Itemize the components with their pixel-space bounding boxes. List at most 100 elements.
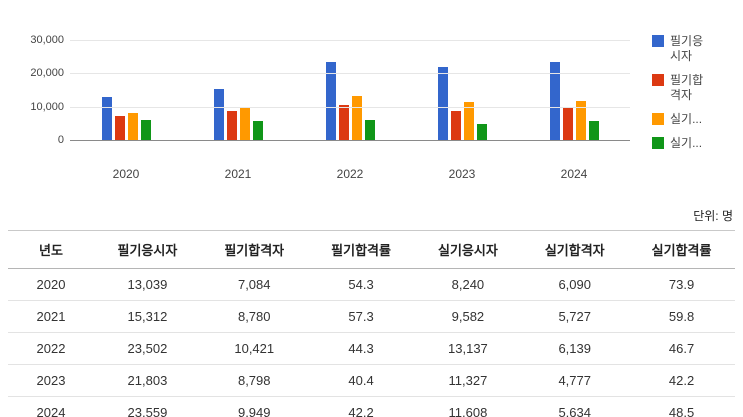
table-header-row: 년도 필기응시자 필기합격자 필기합격률 실기응시자 실기합격자 실기합격률 <box>8 230 735 269</box>
table-row: 2020 13,039 7,084 54.3 8,240 6,090 73.9 <box>8 268 735 301</box>
table-cell: 13,039 <box>94 268 201 301</box>
table-cell: 2021 <box>8 300 94 333</box>
table-cell: 42.2 <box>348 405 374 417</box>
table-cell: 11,608 <box>448 405 488 417</box>
y-tick-label: 0 <box>57 134 64 146</box>
x-tick-label: 2023 <box>448 167 476 181</box>
table-cell: 40.4 <box>307 364 415 397</box>
table-cell: 59.8 <box>628 300 735 333</box>
table-cell: 2023 <box>8 364 94 397</box>
bar <box>325 61 336 140</box>
bar <box>338 105 349 140</box>
table-header-cell: 필기합격자 <box>200 230 308 269</box>
legend-label: 필기응시자 <box>670 34 704 63</box>
table-cell: 8,240 <box>414 268 522 301</box>
table-cell: 5,727 <box>521 300 629 333</box>
bar <box>140 119 151 140</box>
bar <box>437 67 448 140</box>
bar <box>239 108 250 140</box>
table-cell: 2024 <box>36 405 66 417</box>
table-cell: 48.5 <box>668 405 695 417</box>
table-cell: 9,582 <box>414 300 522 333</box>
x-tick-label: 2022 <box>336 167 364 181</box>
legend-label: 필기합격자 <box>670 73 704 102</box>
table-header: 년도 필기응시자 필기합격자 필기합격률 실기응시자 실기합격자 실기합격률 <box>8 230 735 269</box>
bar <box>588 121 599 140</box>
table-cell: 23,559 <box>127 405 168 417</box>
legend-item: 실기... <box>652 112 743 127</box>
y-axis: 30,000 20,000 10,000 0 <box>12 34 70 146</box>
table-cell: 6,090 <box>521 268 629 301</box>
unit-label: 단위: 명 <box>693 209 733 223</box>
bar-group-2023 <box>406 40 518 140</box>
legend-swatch <box>652 35 664 47</box>
legend-label: 실기... <box>670 136 703 150</box>
table-header-cell: 실기합격자 <box>521 230 629 269</box>
table-cell: 11,327 <box>414 364 522 397</box>
plot-area <box>70 40 630 141</box>
table-cell: 2020 <box>8 268 94 301</box>
legend-swatch <box>652 113 664 125</box>
table-cell: 21,803 <box>94 364 201 397</box>
table-row: 2024 23,559 9,949 42.2 11,608 5,634 48.5 <box>8 397 735 417</box>
bar <box>351 96 362 140</box>
x-axis-baseline <box>70 140 630 141</box>
bar <box>252 120 263 140</box>
x-tick-label: 2024 <box>560 167 588 181</box>
legend-item: 실기... <box>652 136 743 151</box>
table-row: 2023 21,803 8,798 40.4 11,327 4,777 42.2 <box>8 364 735 397</box>
table-cell: 2022 <box>8 332 94 365</box>
bar-group-2021 <box>182 40 294 140</box>
table-row: 2022 23,502 10,421 44.3 13,137 6,139 46.7 <box>8 332 735 365</box>
legend-item: 필기합격자 <box>652 73 743 103</box>
legend-item: 필기응시자 <box>652 34 743 64</box>
table-cell: 7,084 <box>200 268 308 301</box>
legend-swatch <box>652 137 664 149</box>
table-cell: 23,502 <box>94 332 201 365</box>
gridline <box>70 106 630 108</box>
y-tick-label: 20,000 <box>30 67 64 80</box>
table-cell: 73.9 <box>628 268 735 301</box>
gridline <box>70 40 630 41</box>
stats-table: 년도 필기응시자 필기합격자 필기합격률 실기응시자 실기합격자 실기합격률 2020 13,… <box>8 230 735 417</box>
table-header-cell: 필기응시자 <box>94 230 201 269</box>
bar-group-2022 <box>294 40 406 140</box>
bar <box>226 110 237 140</box>
table-cell: 6,139 <box>521 332 629 365</box>
table-cell: 9,949 <box>237 405 271 417</box>
table-cell: 8,798 <box>200 364 308 397</box>
bar <box>450 110 461 140</box>
bar <box>463 102 474 140</box>
bar-group-2024 <box>518 40 630 140</box>
x-axis: 2020 2021 2022 2023 2024 <box>70 167 630 181</box>
legend-label: 실기... <box>670 112 703 126</box>
table-cell: 54.3 <box>307 268 415 301</box>
bar-groups <box>70 40 630 140</box>
bar <box>575 101 586 140</box>
table-cell: 4,777 <box>521 364 629 397</box>
bar <box>549 61 560 140</box>
table-header-cell: 실기합격률 <box>628 230 735 269</box>
table-cell: 5,634 <box>558 405 591 417</box>
legend-swatch <box>652 74 664 86</box>
table-cell: 42.2 <box>628 364 735 397</box>
table-cell: 46.7 <box>628 332 735 365</box>
table-cell: 44.3 <box>307 332 415 365</box>
bar <box>114 116 125 140</box>
table-cell: 57.3 <box>307 300 415 333</box>
table-cell: 15,312 <box>94 300 201 333</box>
table-cell: 13,137 <box>414 332 522 365</box>
gridline <box>70 73 630 75</box>
table-header-cell: 필기합격률 <box>307 230 415 269</box>
x-tick-label: 2020 <box>112 167 140 181</box>
bar <box>364 119 375 140</box>
table-header-cell: 년도 <box>8 230 94 269</box>
table-row: 2021 15,312 8,780 57.3 9,582 5,727 59.8 <box>8 300 735 333</box>
table-cell: 10,421 <box>200 332 308 365</box>
x-tick-label: 2021 <box>224 167 252 181</box>
bar <box>127 112 138 140</box>
bar <box>476 124 487 140</box>
table-header-cell: 실기응시자 <box>414 230 522 269</box>
table-body: 2020 13,039 7,084 54.3 8,240 6,090 73.9 2021 15,… <box>8 268 735 417</box>
